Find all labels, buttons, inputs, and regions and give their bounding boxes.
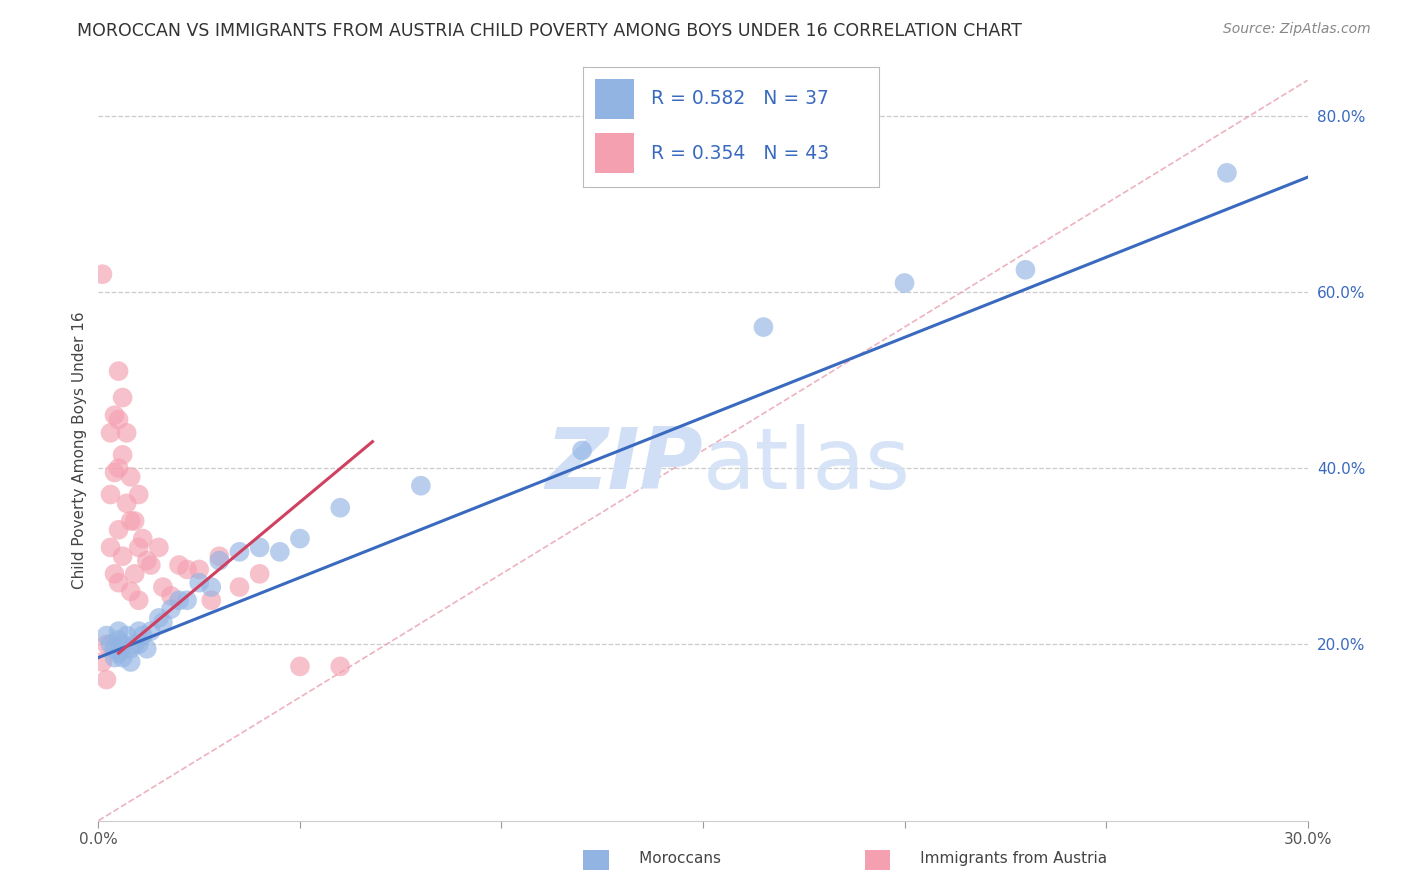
Point [124,514,146,528]
Point [288,659,311,673]
Point [571,443,593,458]
Point [228,580,250,594]
Point [100,487,122,501]
Point [176,562,198,576]
Point [128,593,150,607]
Point [135,554,157,568]
Bar [595,78,634,119]
Point [1216,166,1239,180]
Point [100,541,122,555]
Point [167,593,190,607]
Point [103,650,125,665]
Point [1014,262,1036,277]
Point [269,545,291,559]
Point [132,628,155,642]
Text: Source: ZipAtlas.com: Source: ZipAtlas.com [1223,22,1371,37]
Point [249,541,271,555]
Point [135,641,157,656]
Point [103,466,125,480]
Point [107,575,129,590]
Point [128,624,150,639]
Point [100,425,122,440]
Point [249,566,271,581]
Point [128,541,150,555]
Point [409,479,432,493]
Point [91,655,114,669]
Point [228,545,250,559]
Point [288,532,311,546]
Bar [595,133,634,173]
Point [120,584,142,599]
Point [148,541,170,555]
Point [200,580,222,594]
Point [160,602,183,616]
Point [120,514,142,528]
Point [107,632,129,647]
Point [139,624,162,639]
Text: R = 0.354   N = 43: R = 0.354 N = 43 [651,144,830,162]
Point [115,496,138,510]
Point [167,558,190,572]
Point [107,624,129,639]
Point [132,532,155,546]
Point [752,320,775,334]
Point [115,628,138,642]
Point [103,408,125,422]
Y-axis label: Child Poverty Among Boys Under 16: Child Poverty Among Boys Under 16 [72,311,87,590]
Text: Immigrants from Austria: Immigrants from Austria [886,851,1107,865]
Point [115,425,138,440]
Point [107,412,129,426]
Point [107,646,129,660]
Point [107,364,129,378]
Point [111,549,134,564]
Point [128,487,150,501]
Point [96,637,118,651]
Point [100,637,122,651]
Point [160,589,183,603]
Point [120,655,142,669]
Point [107,523,129,537]
Point [148,611,170,625]
Point [120,470,142,484]
Point [188,575,211,590]
Point [128,637,150,651]
Text: R = 0.582   N = 37: R = 0.582 N = 37 [651,89,830,108]
Point [96,673,118,687]
Point [111,637,134,651]
Point [103,566,125,581]
Point [188,562,211,576]
Point [111,650,134,665]
Point [152,580,174,594]
Point [107,461,129,475]
Point [91,267,114,281]
Point [103,641,125,656]
Point [120,641,142,656]
Point [208,554,231,568]
Text: Moroccans: Moroccans [605,851,721,865]
Point [96,628,118,642]
Text: ZIP: ZIP [546,424,703,507]
Point [329,659,352,673]
Point [124,637,146,651]
Point [329,500,352,515]
Text: atlas: atlas [703,424,911,507]
Point [893,276,915,290]
Point [111,391,134,405]
Text: MOROCCAN VS IMMIGRANTS FROM AUSTRIA CHILD POVERTY AMONG BOYS UNDER 16 CORRELATIO: MOROCCAN VS IMMIGRANTS FROM AUSTRIA CHIL… [77,22,1022,40]
Point [124,566,146,581]
Point [152,615,174,630]
Point [111,448,134,462]
Point [208,549,231,564]
Point [139,558,162,572]
Point [200,593,222,607]
Point [176,593,198,607]
